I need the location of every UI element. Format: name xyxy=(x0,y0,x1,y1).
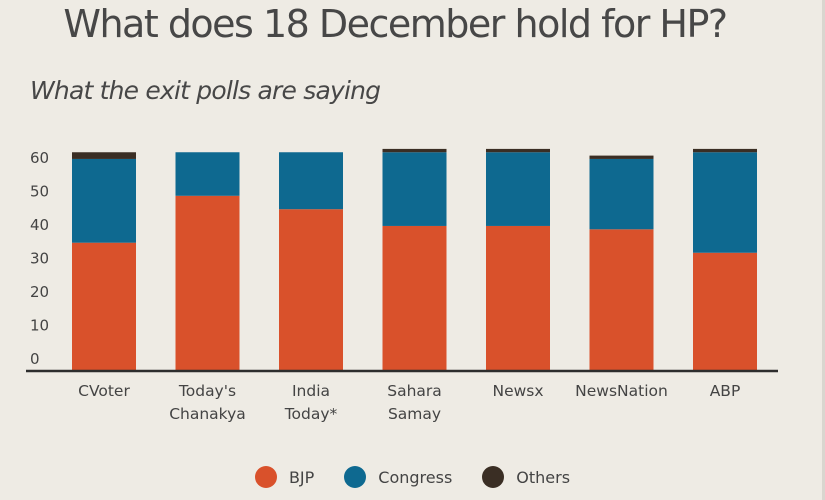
y-tick-label-50: 50 xyxy=(30,183,49,201)
x-tick-label-line: NewsNation xyxy=(575,382,668,400)
bar-abp-congress xyxy=(693,152,757,253)
x-tick-label-line: CVoter xyxy=(78,382,130,400)
bar-newsnation-congress xyxy=(589,158,654,230)
bar-india-today-congress xyxy=(279,152,343,210)
bar-sahara-samay-others xyxy=(382,148,447,153)
legend-swatch-others xyxy=(482,466,505,488)
x-tick-label-india-today: India Today* xyxy=(284,382,338,423)
bar-newsnation-others xyxy=(589,155,654,159)
y-tick-label-30: 30 xyxy=(30,250,49,268)
bar-cvoter-others xyxy=(72,152,136,159)
bar-india-today-bjp xyxy=(279,209,343,370)
bar-cvoter-congress xyxy=(72,158,136,243)
bar-sahara-samay-congress xyxy=(382,152,447,226)
bar-newsx-bjp xyxy=(486,225,550,370)
bar-cvoter-bjp xyxy=(72,242,136,370)
legend-label-bjp: BJP xyxy=(288,467,315,487)
x-tick-label-sahara-samay: Sahara Samay xyxy=(387,382,442,423)
window-edge xyxy=(822,0,825,500)
bar-abp-bjp xyxy=(693,252,757,370)
legend-label-others: Others xyxy=(516,467,571,487)
bar-abp-others xyxy=(693,148,757,153)
stacked-bar-chart: 0 10 20 30 40 50 60 CVoter Today's Chanakya India… xyxy=(26,148,778,423)
bar-newsx-congress xyxy=(486,152,550,226)
legend-item-others: Others xyxy=(482,466,570,488)
x-tick-label-line: Newsx xyxy=(492,382,543,400)
x-tick-label-today-s-chanakya: Today's Chanakya xyxy=(169,382,246,423)
y-tick-label-40: 40 xyxy=(30,216,49,234)
legend: BJP Congress Others xyxy=(0,462,825,492)
bar-sahara-samay-bjp xyxy=(382,225,447,370)
legend-item-bjp: BJP xyxy=(254,466,315,488)
bar-today-s-chanakya-bjp xyxy=(175,195,240,370)
bar-newsnation-bjp xyxy=(589,229,654,370)
y-tick-label-0: 0 xyxy=(30,350,40,368)
chart-title: What does 18 December hold for HP? xyxy=(63,2,728,46)
x-tick-label-newsnation: NewsNation xyxy=(575,382,668,400)
x-tick-label-line: Chanakya xyxy=(169,405,246,423)
x-tick-label-cvoter: CVoter xyxy=(78,382,130,400)
x-tick-label-line: ABP xyxy=(710,382,741,400)
y-tick-label-10: 10 xyxy=(30,317,49,335)
legend-item-congress: Congress xyxy=(344,466,452,488)
y-axis: 0 10 20 30 40 50 60 xyxy=(30,149,49,368)
x-tick-label-abp: ABP xyxy=(710,382,741,400)
x-tick-label-line: Samay xyxy=(388,405,441,423)
chart-subtitle: What the exit polls are saying xyxy=(30,76,381,105)
legend-label-congress: Congress xyxy=(378,467,453,487)
y-tick-label-20: 20 xyxy=(30,283,49,301)
legend-swatch-congress xyxy=(344,466,367,488)
x-tick-label-line: Today's xyxy=(178,382,236,400)
bar-today-s-chanakya-congress xyxy=(175,152,240,196)
x-tick-label-line: India xyxy=(292,382,330,400)
y-tick-label-60: 60 xyxy=(30,149,49,167)
x-tick-label-line: Sahara xyxy=(387,382,442,400)
bar-newsx-others xyxy=(486,148,550,153)
legend-swatch-bjp xyxy=(254,466,277,488)
bars-group xyxy=(72,148,757,370)
x-tick-label-newsx: Newsx xyxy=(492,382,543,400)
x-tick-label-line: Today* xyxy=(284,405,338,423)
